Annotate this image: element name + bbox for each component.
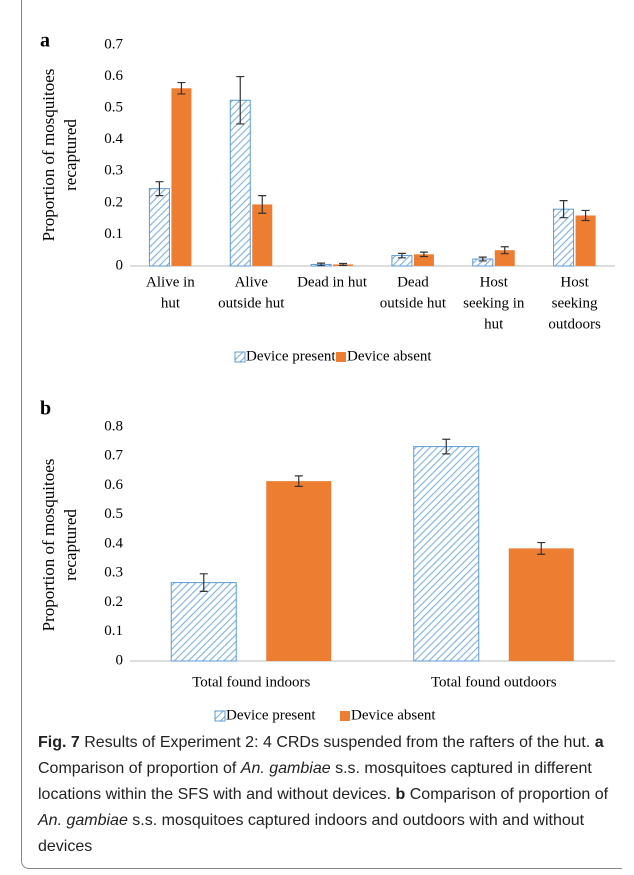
legend-label: Device present xyxy=(226,707,316,723)
caption-panel: a xyxy=(594,734,604,751)
error-bar xyxy=(478,256,487,262)
bar xyxy=(229,99,251,267)
legend-label: Device present xyxy=(246,348,336,364)
error-bar xyxy=(500,246,509,255)
error-bar xyxy=(199,573,208,592)
y-tick-label: 0.1 xyxy=(104,623,123,639)
y-tick-label: 0 xyxy=(116,652,124,668)
legend-label: Device absent xyxy=(351,707,436,723)
y-tick-label: 0.7 xyxy=(104,36,123,52)
x-tick-label: Total found indoors xyxy=(192,674,310,690)
x-tick-label: seeking in xyxy=(463,295,525,311)
error-bar xyxy=(339,262,348,266)
error-bar xyxy=(236,75,245,125)
y-tick-label: 0.5 xyxy=(104,506,123,522)
y-tick-label: 0.4 xyxy=(104,131,123,147)
bar xyxy=(266,481,332,661)
bar xyxy=(494,250,515,266)
y-tick-label: 0.1 xyxy=(104,226,123,242)
x-tick-label: Host xyxy=(560,274,589,290)
bar xyxy=(148,188,170,267)
error-bar xyxy=(177,81,186,95)
x-tick-label: outside hut xyxy=(218,295,285,311)
y-tick-label: 0.3 xyxy=(104,163,123,179)
caption-text: Comparison of proportion of xyxy=(38,760,241,777)
y-tick-label: 0 xyxy=(116,257,124,273)
error-bar xyxy=(317,262,326,267)
panel-label: b xyxy=(40,398,51,420)
caption-text: s.s. mosquitoes captured indoors and out… xyxy=(38,812,585,855)
y-axis-label: recaptured xyxy=(61,119,80,191)
error-bar xyxy=(581,209,590,222)
bar xyxy=(508,548,574,661)
figure-frame xyxy=(21,0,622,869)
bar xyxy=(171,88,192,266)
x-tick-label: Host xyxy=(480,274,509,290)
y-tick-label: 0.8 xyxy=(104,418,123,434)
error-bar xyxy=(419,251,428,258)
error-bar xyxy=(559,200,568,219)
bar xyxy=(413,254,434,266)
error-bar xyxy=(397,252,406,259)
y-tick-label: 0.7 xyxy=(104,448,123,464)
y-tick-label: 0.4 xyxy=(104,535,123,551)
x-tick-label: Dead in hut xyxy=(297,274,368,290)
legend-swatch xyxy=(340,711,350,721)
caption-species: An. gambiae xyxy=(38,812,128,829)
x-tick-label: Total found outdoors xyxy=(431,674,557,690)
legend-swatch xyxy=(234,351,246,363)
y-tick-label: 0.6 xyxy=(104,68,123,84)
panel-label: a xyxy=(40,30,50,52)
error-bar xyxy=(294,475,303,487)
x-tick-label: hut xyxy=(161,295,181,311)
y-tick-label: 0.5 xyxy=(104,100,123,116)
bar xyxy=(575,215,596,266)
y-axis-label: Proportion of mosquitoes xyxy=(39,459,58,632)
error-bar xyxy=(537,541,546,555)
y-tick-label: 0.2 xyxy=(104,194,123,210)
y-tick-label: 0.3 xyxy=(104,565,123,581)
x-tick-label: Alive xyxy=(235,274,269,290)
error-bar xyxy=(442,438,451,455)
caption-text: Comparison of proportion of xyxy=(405,786,609,803)
caption: Fig. 7 Results of Experiment 2: 4 CRDs s… xyxy=(38,730,628,860)
caption-text: Results of Experiment 2: 4 CRDs suspende… xyxy=(79,734,595,751)
error-bar xyxy=(258,194,267,214)
y-tick-label: 0.6 xyxy=(104,477,123,493)
caption-panel: b xyxy=(395,786,406,803)
x-tick-label: seeking xyxy=(552,295,598,311)
bar xyxy=(413,446,480,662)
y-axis-label: Proportion of mosquitoes xyxy=(39,69,58,242)
x-tick-label: hut xyxy=(484,316,504,332)
bar xyxy=(252,204,273,266)
legend-label: Device absent xyxy=(347,348,432,364)
bar xyxy=(170,582,237,662)
caption-species: An. gambiae xyxy=(240,760,331,777)
x-tick-label: outside hut xyxy=(380,295,447,311)
y-tick-label: 0.2 xyxy=(104,594,123,610)
caption-text: s.s. mosquitoes captured in different lo… xyxy=(38,760,592,803)
legend-swatch xyxy=(336,352,346,362)
caption-label: Fig. 7 xyxy=(38,734,80,751)
y-axis-label: recaptured xyxy=(61,509,80,581)
legend-swatch xyxy=(214,710,226,722)
x-tick-label: Dead xyxy=(397,274,429,290)
error-bar xyxy=(155,181,164,197)
x-tick-label: outdoors xyxy=(548,316,601,332)
x-tick-label: Alive in xyxy=(146,274,195,290)
